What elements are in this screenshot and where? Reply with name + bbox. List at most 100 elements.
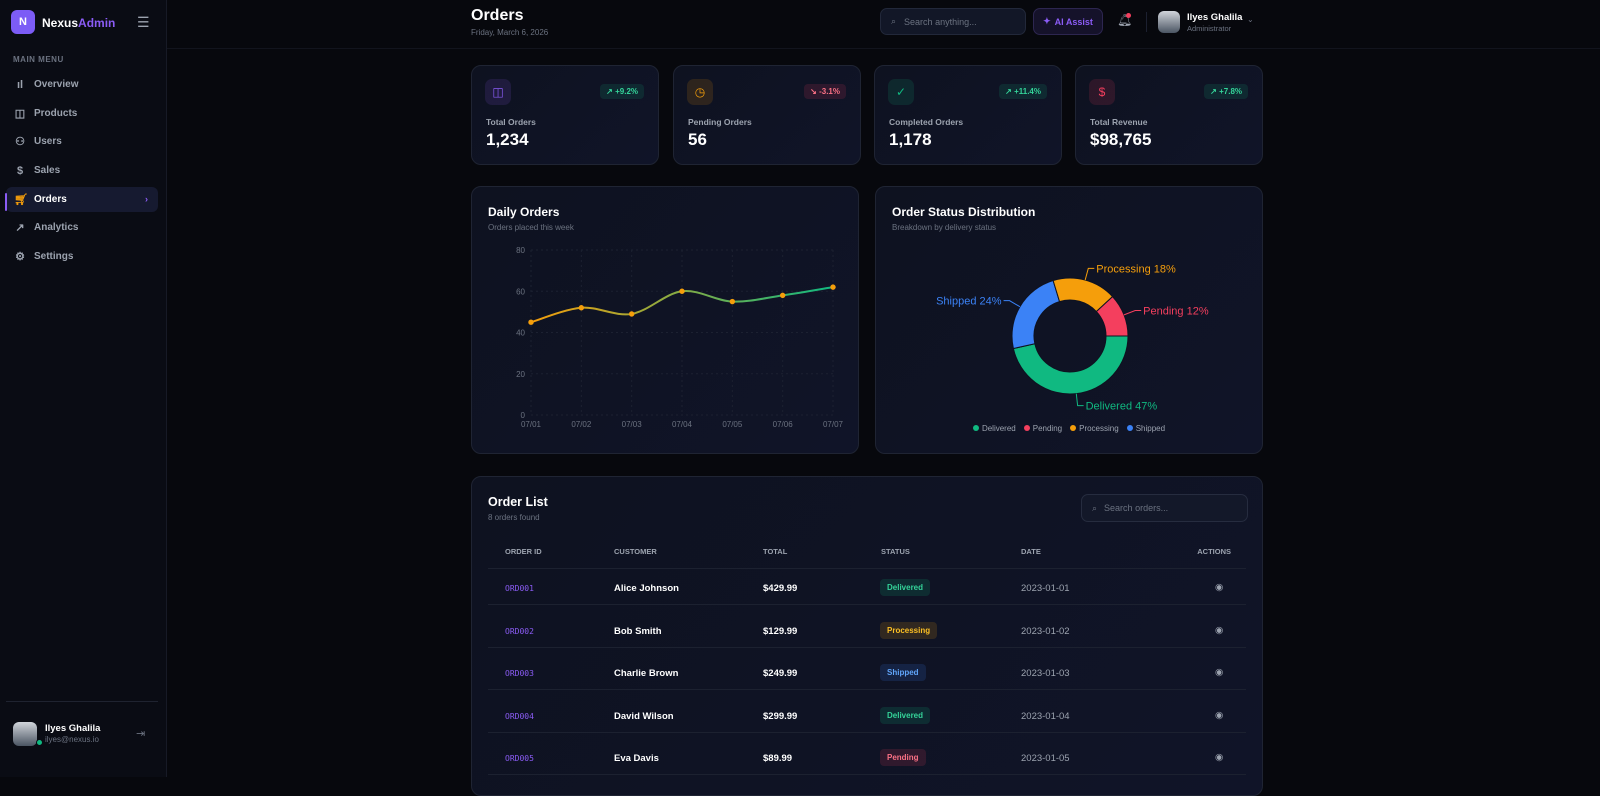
eye-icon[interactable]: ◉ — [1215, 582, 1224, 593]
order-total: $129.99 — [763, 625, 798, 637]
order-id-link[interactable]: ORD003 — [505, 669, 534, 678]
slice-label: Processing 18% — [1096, 263, 1176, 275]
header-user-name[interactable]: Ilyes Ghalila — [1187, 12, 1243, 23]
stat-value: 1,178 — [889, 130, 932, 149]
chart-legend: Delivered Pending Processing Shipped — [876, 424, 1262, 433]
sidebar-user: Ilyes Ghalila ilyes@nexus.io ⇥ — [6, 701, 158, 746]
legend-swatch — [1070, 425, 1077, 431]
y-tick-label: 0 — [521, 411, 526, 420]
label-leader-line — [1123, 309, 1142, 316]
data-point[interactable] — [578, 305, 585, 311]
x-tick-label: 07/01 — [521, 420, 542, 429]
search-placeholder: Search anything... — [904, 16, 977, 27]
sidebar-item-orders[interactable]: 🛒︎ Orders › — [5, 186, 158, 212]
data-point[interactable] — [528, 319, 534, 325]
sidebar-nav: ıl Overview ◫ Products ⚇ Users $ Sales 🛒︎ Orders ›… — [5, 72, 158, 273]
data-point[interactable] — [779, 292, 786, 299]
ai-assist-button[interactable]: ✦ AI Assist — [1033, 8, 1103, 35]
stat-card: $ ↗ +7.8% Total Revenue $98,765 — [1075, 65, 1263, 165]
change-value: +7.8% — [1219, 87, 1242, 96]
x-tick-label: 07/04 — [672, 420, 693, 429]
order-total: $249.99 — [763, 668, 798, 679]
order-id-link[interactable]: ORD005 — [505, 754, 534, 763]
row-divider — [488, 646, 1246, 648]
arrow-up-right-icon: ↗ — [1210, 87, 1217, 96]
avatar — [13, 722, 37, 746]
menu-section-title: MAIN MENU — [13, 55, 64, 64]
sidebar-item-sales[interactable]: $ Sales — [6, 158, 158, 183]
data-point[interactable] — [628, 311, 635, 317]
ai-assist-label: AI Assist — [1054, 16, 1093, 27]
slice-pending[interactable] — [1095, 295, 1129, 337]
status-badge: Delivered — [880, 579, 931, 596]
order-total: $429.99 — [763, 583, 798, 594]
column-header: TOTAL — [763, 547, 788, 556]
eye-icon[interactable]: ◉ — [1215, 752, 1224, 763]
status-badge: Pending — [880, 749, 926, 766]
sidebar-item-users[interactable]: ⚇ Users — [6, 129, 158, 154]
legend-item[interactable]: Shipped — [1126, 424, 1165, 433]
online-status-dot — [36, 739, 43, 746]
check-circle-icon: ✓ — [888, 79, 914, 105]
chart-subtitle: Orders placed this week — [488, 223, 574, 232]
legend-swatch — [1023, 425, 1030, 431]
order-status-card: Order Status Distribution Breakdown by d… — [875, 186, 1263, 454]
sidebar-item-analytics[interactable]: ↗ Analytics — [6, 215, 158, 240]
row-divider — [488, 689, 1246, 690]
stat-label: Completed Orders — [889, 117, 964, 127]
brand-name: NexusAdmin — [42, 16, 115, 30]
table-title: Order List — [488, 495, 548, 509]
stat-label: Total Orders — [486, 117, 536, 127]
chevron-down-icon[interactable]: ⌄ — [1247, 15, 1254, 24]
data-point[interactable] — [679, 288, 685, 294]
daily-orders-card: Daily Orders Orders placed this week 0 20… — [471, 186, 859, 454]
user-email: ilyes@nexus.io — [45, 735, 99, 744]
dollar-icon: $ — [16, 164, 24, 177]
global-search-input[interactable]: ⌕ Search anything... — [880, 8, 1026, 35]
order-total: $299.99 — [763, 710, 798, 722]
status-badge: Processing — [880, 621, 938, 639]
slice-label: Shipped 24% — [936, 296, 1002, 308]
y-tick-label: 20 — [516, 370, 525, 379]
eye-icon[interactable]: ◉ — [1215, 624, 1224, 636]
column-header: STATUS — [881, 547, 910, 556]
legend-item[interactable]: Processing — [1070, 424, 1119, 433]
trend-icon: ↗ — [15, 222, 25, 235]
donut-chart: Delivered 47% Shipped 24% Processing 18% Pe… — [936, 263, 1209, 412]
stat-value: 1,234 — [486, 130, 529, 149]
order-id-link[interactable]: ORD002 — [505, 626, 534, 636]
change-value: +9.2% — [615, 87, 638, 96]
chart-subtitle: Breakdown by delivery status — [892, 223, 997, 232]
eye-icon[interactable]: ◉ — [1215, 667, 1224, 678]
data-point[interactable] — [830, 284, 836, 290]
stat-value: 56 — [688, 130, 707, 149]
sidebar-item-settings[interactable]: ⚙ Settings — [6, 244, 158, 269]
legend-item[interactable]: Delivered — [972, 424, 1016, 433]
legend-swatch — [972, 425, 979, 431]
customer-name: Eva Davis — [614, 753, 659, 764]
order-id-link[interactable]: ORD001 — [505, 584, 534, 593]
divider — [488, 568, 1246, 569]
legend-label: Delivered — [981, 424, 1016, 433]
menu-toggle-icon[interactable]: ☰ — [137, 14, 150, 30]
header-avatar[interactable] — [1158, 11, 1180, 33]
stat-card: ◷ ↘ -3.1% Pending Orders 56 — [673, 65, 861, 165]
customer-name: Charlie Brown — [614, 668, 679, 679]
sidebar-item-label: Orders — [34, 193, 67, 205]
sidebar-item-overview[interactable]: ıl Overview — [6, 72, 158, 97]
cart-icon: 🛒︎ — [14, 193, 28, 206]
data-point[interactable] — [729, 298, 736, 305]
order-search-input[interactable]: ⌕ Search orders... — [1081, 494, 1248, 522]
slice-shipped[interactable] — [1011, 279, 1061, 350]
slice-delivered[interactable] — [1012, 335, 1129, 395]
search-placeholder: Search orders... — [1104, 503, 1169, 513]
stat-card: ◫ ↗ +9.2% Total Orders 1,234 — [471, 65, 659, 165]
order-id-link[interactable]: ORD004 — [505, 711, 534, 721]
stat-card: ✓ ↗ +11.4% Completed Orders 1,178 — [874, 65, 1062, 165]
y-tick-label: 80 — [516, 246, 525, 255]
eye-icon[interactable]: ◉ — [1215, 709, 1224, 721]
change-badge: ↗ +11.4% — [999, 84, 1047, 99]
sidebar-item-products[interactable]: ◫ Products — [6, 101, 158, 126]
logout-icon[interactable]: ⇥ — [136, 728, 146, 740]
legend-item[interactable]: Pending — [1023, 424, 1062, 433]
